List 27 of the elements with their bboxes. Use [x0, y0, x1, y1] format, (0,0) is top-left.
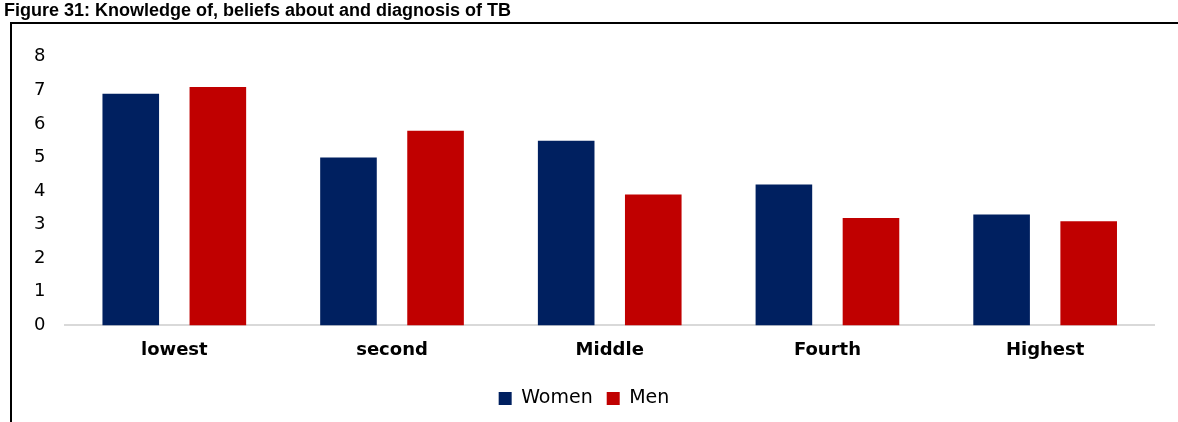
y-tick-label: 3 — [34, 212, 46, 234]
bar — [537, 140, 595, 326]
x-tick-label: Fourth — [793, 337, 861, 359]
y-tick-label: 7 — [34, 78, 46, 100]
bar — [624, 194, 682, 326]
chart-title: Figure 31: Knowledge of, beliefs about and diagnosis of TB — [4, 0, 512, 20]
x-tick-label: second — [356, 337, 428, 359]
bar — [1060, 221, 1117, 326]
y-tick-label: 4 — [34, 178, 46, 200]
y-tick-label: 5 — [34, 145, 46, 167]
bar — [320, 157, 377, 326]
legend-label: Men — [629, 385, 670, 408]
bar — [842, 217, 900, 326]
bar — [755, 184, 813, 326]
y-tick-label: 0 — [34, 313, 46, 335]
x-tick-label: lowest — [140, 337, 209, 359]
x-tick-label: Middle — [575, 337, 644, 359]
x-tick-label: Highest — [1005, 337, 1085, 359]
bar — [102, 93, 160, 326]
bar — [189, 87, 247, 326]
bar — [407, 130, 464, 326]
y-tick-label: 8 — [34, 44, 46, 66]
legend-label: Women — [521, 385, 593, 408]
y-tick-label: 2 — [34, 245, 46, 267]
bar — [973, 214, 1030, 326]
y-tick-label: 1 — [34, 279, 46, 301]
y-tick-label: 6 — [34, 111, 46, 133]
